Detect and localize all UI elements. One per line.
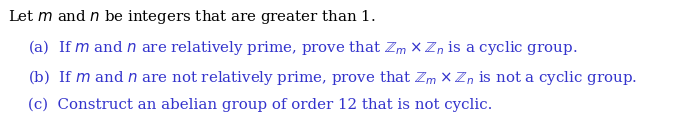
Text: (a)  If $m$ and $n$ are relatively prime, prove that $\mathbb{Z}_m \times \mathb: (a) If $m$ and $n$ are relatively prime,… [28,38,577,57]
Text: (b)  If $m$ and $n$ are not relatively prime, prove that $\mathbb{Z}_m \times \m: (b) If $m$ and $n$ are not relatively pr… [28,68,637,87]
Text: (c)  Construct an abelian group of order 12 that is not cyclic.: (c) Construct an abelian group of order … [28,98,492,112]
Text: Let $m$ and $n$ be integers that are greater than 1.: Let $m$ and $n$ be integers that are gre… [8,8,375,26]
